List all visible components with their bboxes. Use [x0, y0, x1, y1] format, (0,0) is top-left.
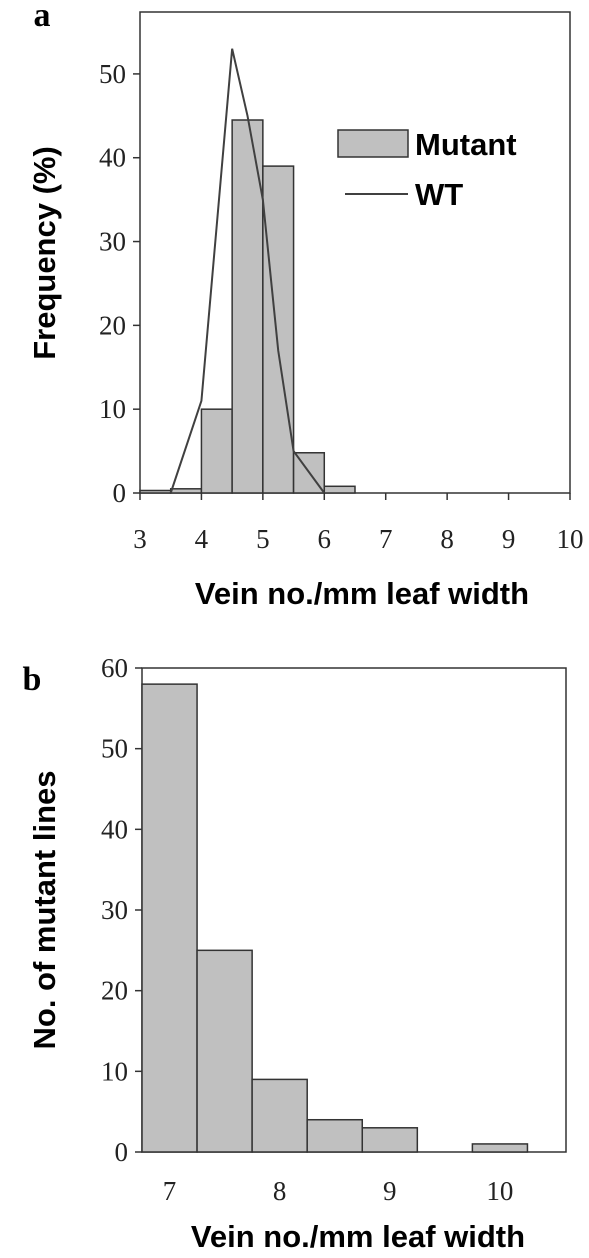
y-tick-label: 50 — [99, 59, 126, 89]
legend-swatch-mutant — [337, 129, 409, 158]
y-tick-label: 60 — [101, 653, 128, 683]
panel-a-wt-line — [169, 48, 326, 494]
y-tick-label: 30 — [101, 895, 128, 925]
x-tick-label: 8 — [273, 1176, 287, 1206]
mutant-line-bar — [196, 949, 253, 1153]
x-tick-label: 10 — [486, 1176, 513, 1206]
x-tick-label: 9 — [502, 524, 516, 554]
legend-label-mutant: Mutant — [415, 127, 517, 162]
panel-a-x-axis-title: Vein no./mm leaf width — [195, 576, 529, 611]
x-tick-label: 5 — [256, 524, 270, 554]
panel-a: a 0 10 20 30 40 50 3 4 5 6 7 8 9 10 Frequency (%) Ve… — [27, 0, 584, 611]
mutant-bar — [169, 488, 203, 494]
panel-b: b 0 10 20 30 40 50 60 7 8 9 10 No. of mutant line… — [23, 653, 567, 1254]
x-tick-label: 9 — [383, 1176, 397, 1206]
mutant-bar — [262, 165, 295, 494]
y-tick-label: 0 — [113, 478, 127, 508]
y-tick-label: 10 — [101, 1056, 128, 1086]
x-tick-label: 4 — [195, 524, 209, 554]
y-tick-label: 20 — [101, 976, 128, 1006]
x-tick-label: 8 — [440, 524, 454, 554]
y-tick-label: 30 — [99, 227, 126, 257]
panel-b-letter: b — [23, 661, 42, 698]
mutant-line-bar — [251, 1078, 308, 1153]
mutant-line-bar — [141, 683, 198, 1153]
y-tick-label: 50 — [101, 734, 128, 764]
panel-b-bars — [141, 683, 529, 1153]
x-tick-label: 10 — [557, 524, 584, 554]
mutant-bar — [139, 489, 172, 494]
y-tick-label: 40 — [101, 814, 128, 844]
x-tick-label: 3 — [133, 524, 147, 554]
x-tick-label: 6 — [318, 524, 332, 554]
panel-b-x-ticks: 7 8 9 10 — [163, 1176, 514, 1206]
panel-a-y-ticks: 0 10 20 30 40 50 — [99, 59, 140, 508]
mutant-line-bar — [361, 1127, 419, 1153]
panel-b-y-ticks: 0 10 20 30 40 50 60 — [101, 653, 142, 1167]
mutant-bar — [200, 408, 233, 494]
y-tick-label: 20 — [99, 310, 126, 340]
panel-a-letter: a — [34, 0, 51, 34]
mutant-line-bar — [471, 1143, 529, 1153]
panel-b-y-axis-title: No. of mutant lines — [27, 771, 62, 1050]
y-tick-label: 0 — [115, 1137, 129, 1167]
y-tick-label: 10 — [99, 394, 126, 424]
mutant-bar — [323, 485, 356, 494]
x-tick-label: 7 — [163, 1176, 177, 1206]
x-tick-label: 7 — [379, 524, 393, 554]
mutant-line-bar — [306, 1118, 364, 1153]
legend-label-wt: WT — [415, 177, 463, 212]
y-tick-label: 40 — [99, 143, 126, 173]
panel-a-bars — [139, 119, 356, 494]
panel-b-x-axis-title: Vein no./mm leaf width — [191, 1219, 525, 1254]
panel-a-legend: Mutant WT — [337, 127, 517, 212]
panel-a-x-ticks: 3 4 5 6 7 8 9 10 — [133, 493, 584, 554]
panel-a-y-axis-title: Frequency (%) — [27, 146, 62, 360]
